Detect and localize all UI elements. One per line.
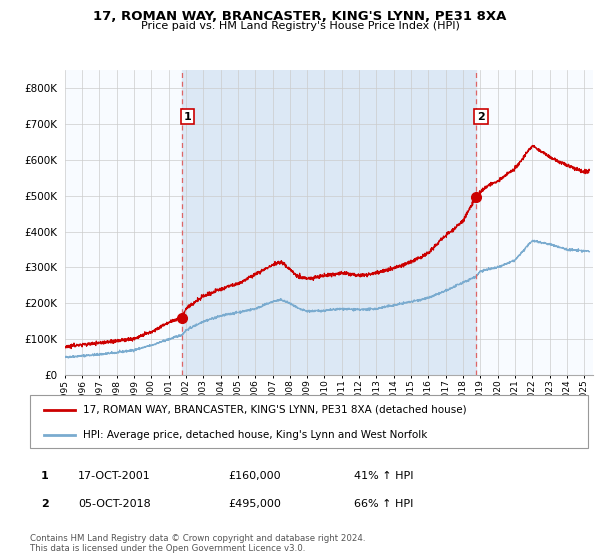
Text: 2: 2: [477, 111, 485, 122]
Text: 17, ROMAN WAY, BRANCASTER, KING'S LYNN, PE31 8XA (detached house): 17, ROMAN WAY, BRANCASTER, KING'S LYNN, …: [83, 405, 467, 415]
Text: 66% ↑ HPI: 66% ↑ HPI: [354, 499, 413, 509]
Text: £160,000: £160,000: [228, 471, 281, 481]
Text: 17, ROMAN WAY, BRANCASTER, KING'S LYNN, PE31 8XA: 17, ROMAN WAY, BRANCASTER, KING'S LYNN, …: [94, 10, 506, 23]
Text: 41% ↑ HPI: 41% ↑ HPI: [354, 471, 413, 481]
Bar: [182, 70, 476, 375]
Text: 1: 1: [41, 471, 49, 481]
FancyBboxPatch shape: [30, 395, 588, 448]
Text: 05-OCT-2018: 05-OCT-2018: [78, 499, 151, 509]
Text: 17-OCT-2001: 17-OCT-2001: [78, 471, 151, 481]
Text: HPI: Average price, detached house, King's Lynn and West Norfolk: HPI: Average price, detached house, King…: [83, 430, 427, 440]
Text: 1: 1: [184, 111, 191, 122]
Text: £495,000: £495,000: [228, 499, 281, 509]
Text: Price paid vs. HM Land Registry's House Price Index (HPI): Price paid vs. HM Land Registry's House …: [140, 21, 460, 31]
Text: 2: 2: [41, 499, 49, 509]
Text: Contains HM Land Registry data © Crown copyright and database right 2024.
This d: Contains HM Land Registry data © Crown c…: [30, 534, 365, 553]
